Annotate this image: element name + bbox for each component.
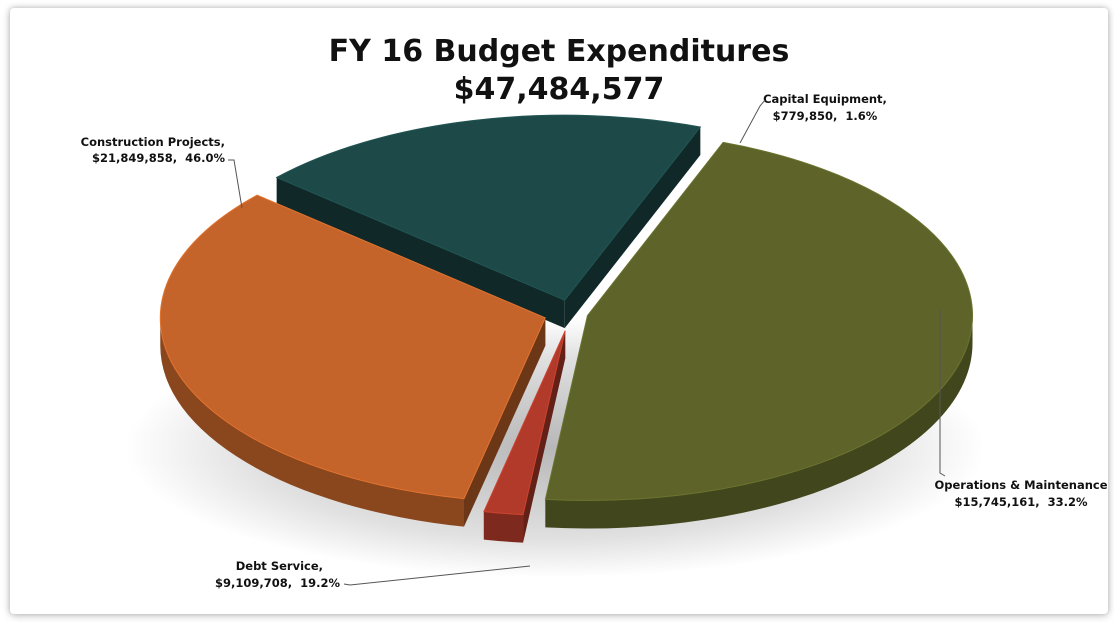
svg-text:Operations & Maintenance: Operations & Maintenance [934, 478, 1107, 492]
label-operations-pct: 33.2% [1048, 495, 1088, 509]
svg-text:$9,109,708, 19.2%: $9,109,708, 19.2% [215, 576, 341, 590]
svg-text:Construction Projects,: Construction Projects, [81, 135, 225, 149]
label-construction-amount: $21,849,858, [92, 151, 177, 165]
label-capital-name: Capital Equipment, [763, 92, 887, 106]
leader-debt [343, 565, 531, 586]
label-capital-amount: $779,850, [773, 109, 838, 123]
slice-top-debt-service [275, 114, 702, 301]
leader-operations [939, 310, 946, 477]
label-debt-pct: 19.2% [300, 576, 340, 590]
leader-construction [228, 159, 243, 209]
slice-wall-debt-service-0 [276, 177, 565, 329]
label-capital-equipment: Capital Equipment, $779,850, 1.6% [739, 92, 887, 144]
label-construction-name: Construction Projects, [81, 135, 225, 149]
svg-text:Debt Service,: Debt Service, [236, 559, 323, 573]
label-operations-amount: $15,745,161, [954, 495, 1039, 509]
chart-subtitle: $47,484,577 [453, 72, 665, 107]
label-construction-pct: 46.0% [185, 151, 225, 165]
slice-wall-debt-service-1 [564, 127, 701, 329]
svg-text:$21,849,858, 46.0%: $21,849,858, 46.0% [92, 151, 226, 165]
slice-construction-projects [544, 141, 974, 529]
slice-capital-equipment [483, 330, 566, 543]
label-operations-maintenance: Operations & Maintenance $15,745,161, 33… [934, 310, 1108, 509]
leader-capital [739, 99, 766, 144]
slice-top-capital-equipment [483, 330, 566, 516]
label-construction-projects: Construction Projects, $21,849,858, 46.0… [81, 135, 243, 209]
svg-text:Capital Equipment,: Capital Equipment, [763, 92, 887, 106]
pie-slices [159, 114, 974, 543]
label-debt-name: Debt Service, [236, 559, 323, 573]
slice-debt-service [275, 114, 702, 329]
slice-rim-capital-equipment [483, 511, 524, 543]
chart-title: FY 16 Budget Expenditures [328, 34, 790, 69]
label-debt-amount: $9,109,708, [215, 576, 292, 590]
label-capital-pct: 1.6% [845, 109, 877, 123]
label-operations-name: Operations & Maintenance [934, 478, 1107, 492]
slice-wall-capital-equipment-0 [523, 330, 566, 543]
label-debt-service: Debt Service, $9,109,708, 19.2% [215, 559, 531, 590]
slice-top-construction-projects [544, 141, 974, 501]
svg-text:$779,850, 1.6%: $779,850, 1.6% [773, 109, 878, 123]
slice-wall-operations-maintenance-0 [463, 317, 546, 527]
slice-operations-maintenance [159, 194, 546, 527]
slice-top-operations-maintenance [159, 194, 546, 500]
svg-text:$15,745,161, 33.2%: $15,745,161, 33.2% [954, 495, 1088, 509]
slice-rim-construction-projects [545, 315, 973, 529]
pie-chart: Construction Projects, $21,849,858, 46.0… [81, 92, 1108, 590]
slice-rim-operations-maintenance [160, 317, 464, 527]
chart-frame: FY 16 Budget Expenditures $47,484,577 Co… [10, 8, 1108, 614]
